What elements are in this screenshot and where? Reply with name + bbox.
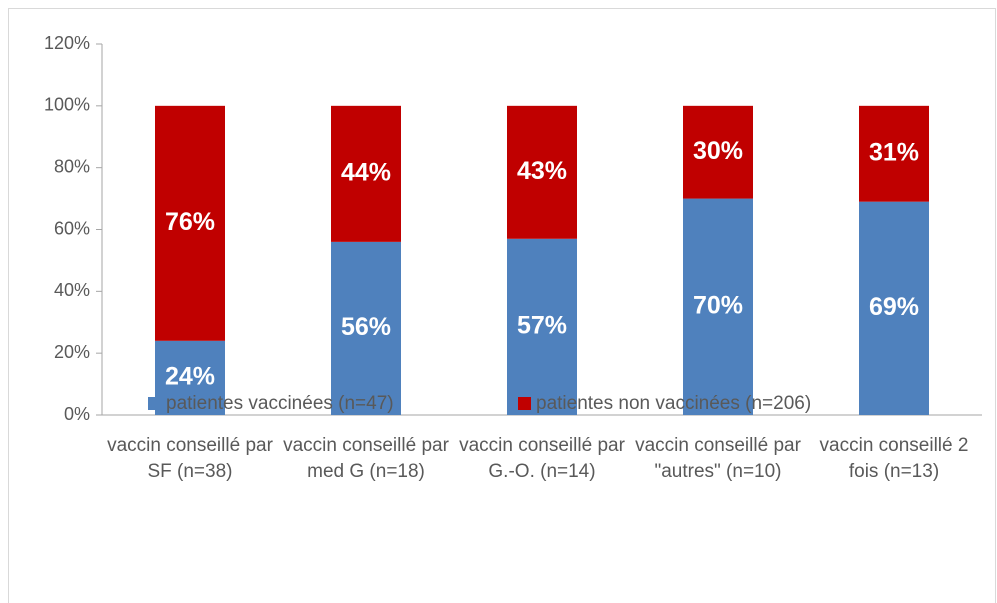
bar-segment [859, 105, 929, 202]
y-tick-label: 20% [54, 342, 90, 362]
bar-segment [331, 241, 401, 415]
value-label: 31% [869, 138, 919, 166]
value-label: 43% [517, 157, 567, 185]
legend-label: patientes non vaccinées (n=206) [536, 393, 811, 414]
x-tick-label: vaccin conseillé 2 fois (n=13) [819, 435, 969, 482]
bar-segment [859, 201, 929, 415]
bar-segment [683, 105, 753, 199]
y-tick-label: 60% [54, 218, 90, 238]
value-label: 57% [517, 311, 567, 339]
y-tick-label: 40% [54, 280, 90, 300]
value-label: 44% [341, 158, 391, 186]
bar-segment [507, 105, 577, 239]
y-tick-label: 0% [64, 404, 90, 424]
bar-segment [331, 105, 401, 242]
value-label: 56% [341, 313, 391, 341]
y-tick-label: 100% [44, 95, 90, 115]
x-tick-label: vaccin conseillé par med G (n=18) [283, 435, 449, 482]
bar-segment [155, 340, 225, 415]
bar-segment [155, 105, 225, 341]
value-label: 69% [869, 293, 919, 321]
x-tick-label: vaccin conseillé par SF (n=38) [107, 435, 273, 482]
value-label: 76% [165, 208, 215, 236]
bar-segment [683, 198, 753, 415]
chart-border [8, 8, 996, 603]
value-label: 30% [693, 137, 743, 165]
bar-segment [507, 238, 577, 415]
x-tick-label: vaccin conseillé par G.-O. (n=14) [459, 435, 625, 482]
y-tick-label: 80% [54, 156, 90, 176]
value-label: 70% [693, 291, 743, 319]
legend-swatch [518, 397, 531, 410]
y-tick-label: 120% [44, 33, 90, 53]
x-tick-label: vaccin conseillé par "autres" (n=10) [635, 435, 801, 482]
legend-label: patientes vaccinées (n=47) [166, 393, 394, 414]
value-label: 24% [165, 363, 215, 391]
legend-swatch [148, 397, 161, 410]
